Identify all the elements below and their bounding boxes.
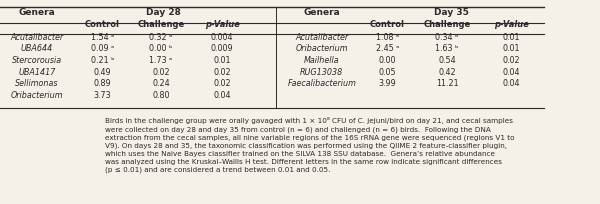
Text: 1.63 ᵇ: 1.63 ᵇ xyxy=(435,44,459,53)
Text: Genera: Genera xyxy=(19,8,55,17)
Text: Day 35: Day 35 xyxy=(434,8,469,17)
Text: 0.009: 0.009 xyxy=(211,44,233,53)
Text: 1.08 ᵃ: 1.08 ᵃ xyxy=(376,33,399,42)
Text: 0.04: 0.04 xyxy=(502,68,520,76)
Text: Oribacterium: Oribacterium xyxy=(296,44,348,53)
Text: 0.24: 0.24 xyxy=(152,79,170,88)
Text: 1.54 ᵃ: 1.54 ᵃ xyxy=(91,33,114,42)
Text: 0.54: 0.54 xyxy=(438,56,456,65)
Text: Stercorousia: Stercorousia xyxy=(12,56,62,65)
Text: UBA1417: UBA1417 xyxy=(19,68,56,76)
Text: 0.02: 0.02 xyxy=(213,68,231,76)
Text: 0.21 ᵇ: 0.21 ᵇ xyxy=(91,56,115,65)
Text: Mailhella: Mailhella xyxy=(304,56,340,65)
Text: 0.00 ᵇ: 0.00 ᵇ xyxy=(149,44,173,53)
Text: 0.09 ᵃ: 0.09 ᵃ xyxy=(91,44,114,53)
Text: 0.01: 0.01 xyxy=(502,33,520,42)
Text: 0.01: 0.01 xyxy=(214,56,231,65)
Text: 0.02: 0.02 xyxy=(502,56,520,65)
Text: p-Value: p-Value xyxy=(205,20,239,29)
Text: 2.45 ᵃ: 2.45 ᵃ xyxy=(376,44,399,53)
Text: 1.73 ᵃ: 1.73 ᵃ xyxy=(149,56,173,65)
Text: Birds in the challenge group were orally gavaged with 1 × 10⁸ CFU of C. jejuni/b: Birds in the challenge group were orally… xyxy=(106,117,515,173)
Text: Challenge: Challenge xyxy=(424,20,470,29)
Text: Control: Control xyxy=(85,20,120,29)
Text: Genera: Genera xyxy=(304,8,340,17)
Text: 0.01: 0.01 xyxy=(502,44,520,53)
Text: 0.004: 0.004 xyxy=(211,33,233,42)
Text: Control: Control xyxy=(370,20,405,29)
Text: 0.49: 0.49 xyxy=(94,68,112,76)
Text: Faecalibacterium: Faecalibacterium xyxy=(287,79,356,88)
Text: 3.99: 3.99 xyxy=(379,79,396,88)
Text: 0.32 ᵇ: 0.32 ᵇ xyxy=(149,33,173,42)
Text: Acutalibacter: Acutalibacter xyxy=(10,33,64,42)
Text: Oribacterium: Oribacterium xyxy=(11,91,63,100)
Text: 0.04: 0.04 xyxy=(502,79,520,88)
Text: 0.04: 0.04 xyxy=(214,91,231,100)
Text: 3.73: 3.73 xyxy=(94,91,112,100)
Text: Challenge: Challenge xyxy=(137,20,185,29)
Text: 11.21: 11.21 xyxy=(436,79,458,88)
Text: 0.02: 0.02 xyxy=(213,79,231,88)
Text: p-Value: p-Value xyxy=(494,20,529,29)
Text: 0.34 ᵇ: 0.34 ᵇ xyxy=(435,33,459,42)
Text: Sellimonas: Sellimonas xyxy=(15,79,59,88)
Text: 0.42: 0.42 xyxy=(438,68,456,76)
Text: Day 28: Day 28 xyxy=(146,8,181,17)
Text: 0.00: 0.00 xyxy=(379,56,396,65)
Text: UBA644: UBA644 xyxy=(21,44,53,53)
Text: 0.89: 0.89 xyxy=(94,79,112,88)
Text: 0.02: 0.02 xyxy=(152,68,170,76)
Text: 0.05: 0.05 xyxy=(379,68,396,76)
Text: 0.80: 0.80 xyxy=(152,91,170,100)
Text: Acutalibacter: Acutalibacter xyxy=(295,33,349,42)
Text: RUG13038: RUG13038 xyxy=(300,68,343,76)
